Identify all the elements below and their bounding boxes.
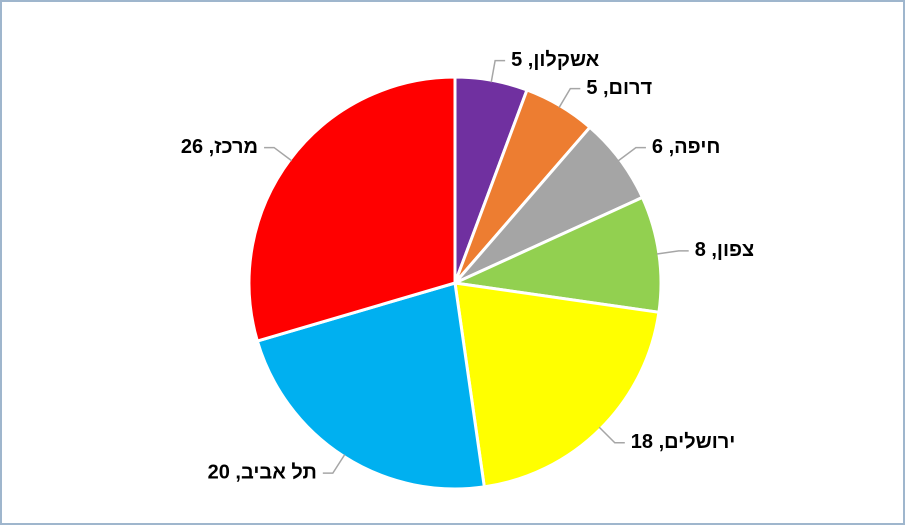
leader-line <box>617 146 646 162</box>
data-label: חיפה, 6 <box>652 136 720 158</box>
data-label: דרום, 5 <box>586 77 652 99</box>
leader-line <box>490 59 506 83</box>
data-label: ירושלים, 18 <box>631 431 736 453</box>
leader-line <box>656 250 689 255</box>
leader-line <box>598 426 625 444</box>
leader-line <box>322 454 346 474</box>
data-label: אשקלון, 5 <box>511 49 600 71</box>
leader-line <box>264 146 293 162</box>
leader-line <box>558 87 581 108</box>
data-label: צפון, 8 <box>695 239 755 261</box>
data-label: תל אביב, 20 <box>208 461 317 483</box>
data-label: מרכז, 26 <box>181 136 258 158</box>
